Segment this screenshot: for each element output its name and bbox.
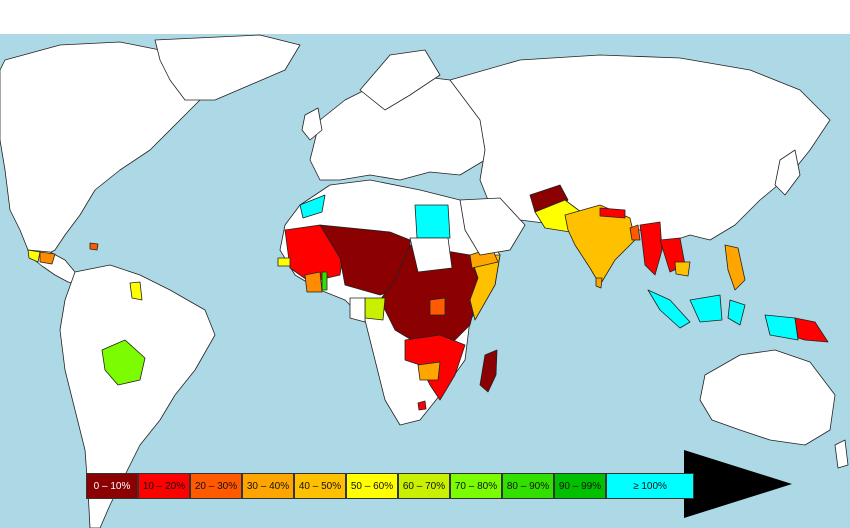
borneo-java (689, 294, 723, 323)
legend-item-3: 30 – 40% (242, 473, 294, 499)
legend-item-1: 10 – 20% (138, 473, 190, 499)
ghana (304, 271, 323, 293)
sumatra (647, 289, 691, 329)
arabia (459, 197, 526, 256)
togo (321, 271, 328, 291)
uk (301, 107, 323, 141)
new-zealand (834, 439, 849, 469)
sulawesi (727, 299, 746, 326)
legend-item-9: 90 – 99% (554, 473, 606, 499)
zimbabwe (417, 361, 441, 381)
honduras (39, 251, 56, 265)
australia (699, 349, 836, 446)
legend-item-4: 40 – 50% (294, 473, 346, 499)
legend-item-2: 20 – 30% (190, 473, 242, 499)
sri-lanka (595, 277, 603, 289)
vietnam-south (674, 261, 691, 277)
guyana (129, 281, 143, 301)
egypt (414, 204, 451, 239)
scandinavia (359, 49, 441, 111)
legend-item-10: ≥ 100% (606, 473, 694, 499)
arrow-right-icon (684, 450, 792, 518)
congo (364, 297, 386, 321)
tanzania-orange (429, 297, 446, 316)
gabon (349, 297, 366, 323)
bangladesh (629, 224, 641, 241)
papua-new-guinea (794, 317, 829, 343)
nepal (599, 207, 626, 219)
gambia (277, 257, 291, 267)
sudan (409, 237, 453, 273)
papua-indonesia (764, 314, 799, 341)
legend-item-0: 0 – 10% (86, 473, 138, 499)
greenland (154, 34, 301, 101)
legend-item-6: 60 – 70% (398, 473, 450, 499)
madagascar (479, 349, 498, 393)
bolivia (101, 339, 146, 386)
japan (774, 149, 801, 196)
myanmar (639, 221, 663, 276)
legend-item-8: 80 – 90% (502, 473, 554, 499)
philippines (724, 244, 746, 291)
haiti (89, 242, 99, 251)
legend-item-5: 50 – 60% (346, 473, 398, 499)
guatemala (27, 249, 41, 263)
legend-item-7: 70 – 80% (450, 473, 502, 499)
somalia (469, 254, 501, 321)
lesotho (417, 400, 427, 411)
western-sahara (299, 194, 326, 219)
